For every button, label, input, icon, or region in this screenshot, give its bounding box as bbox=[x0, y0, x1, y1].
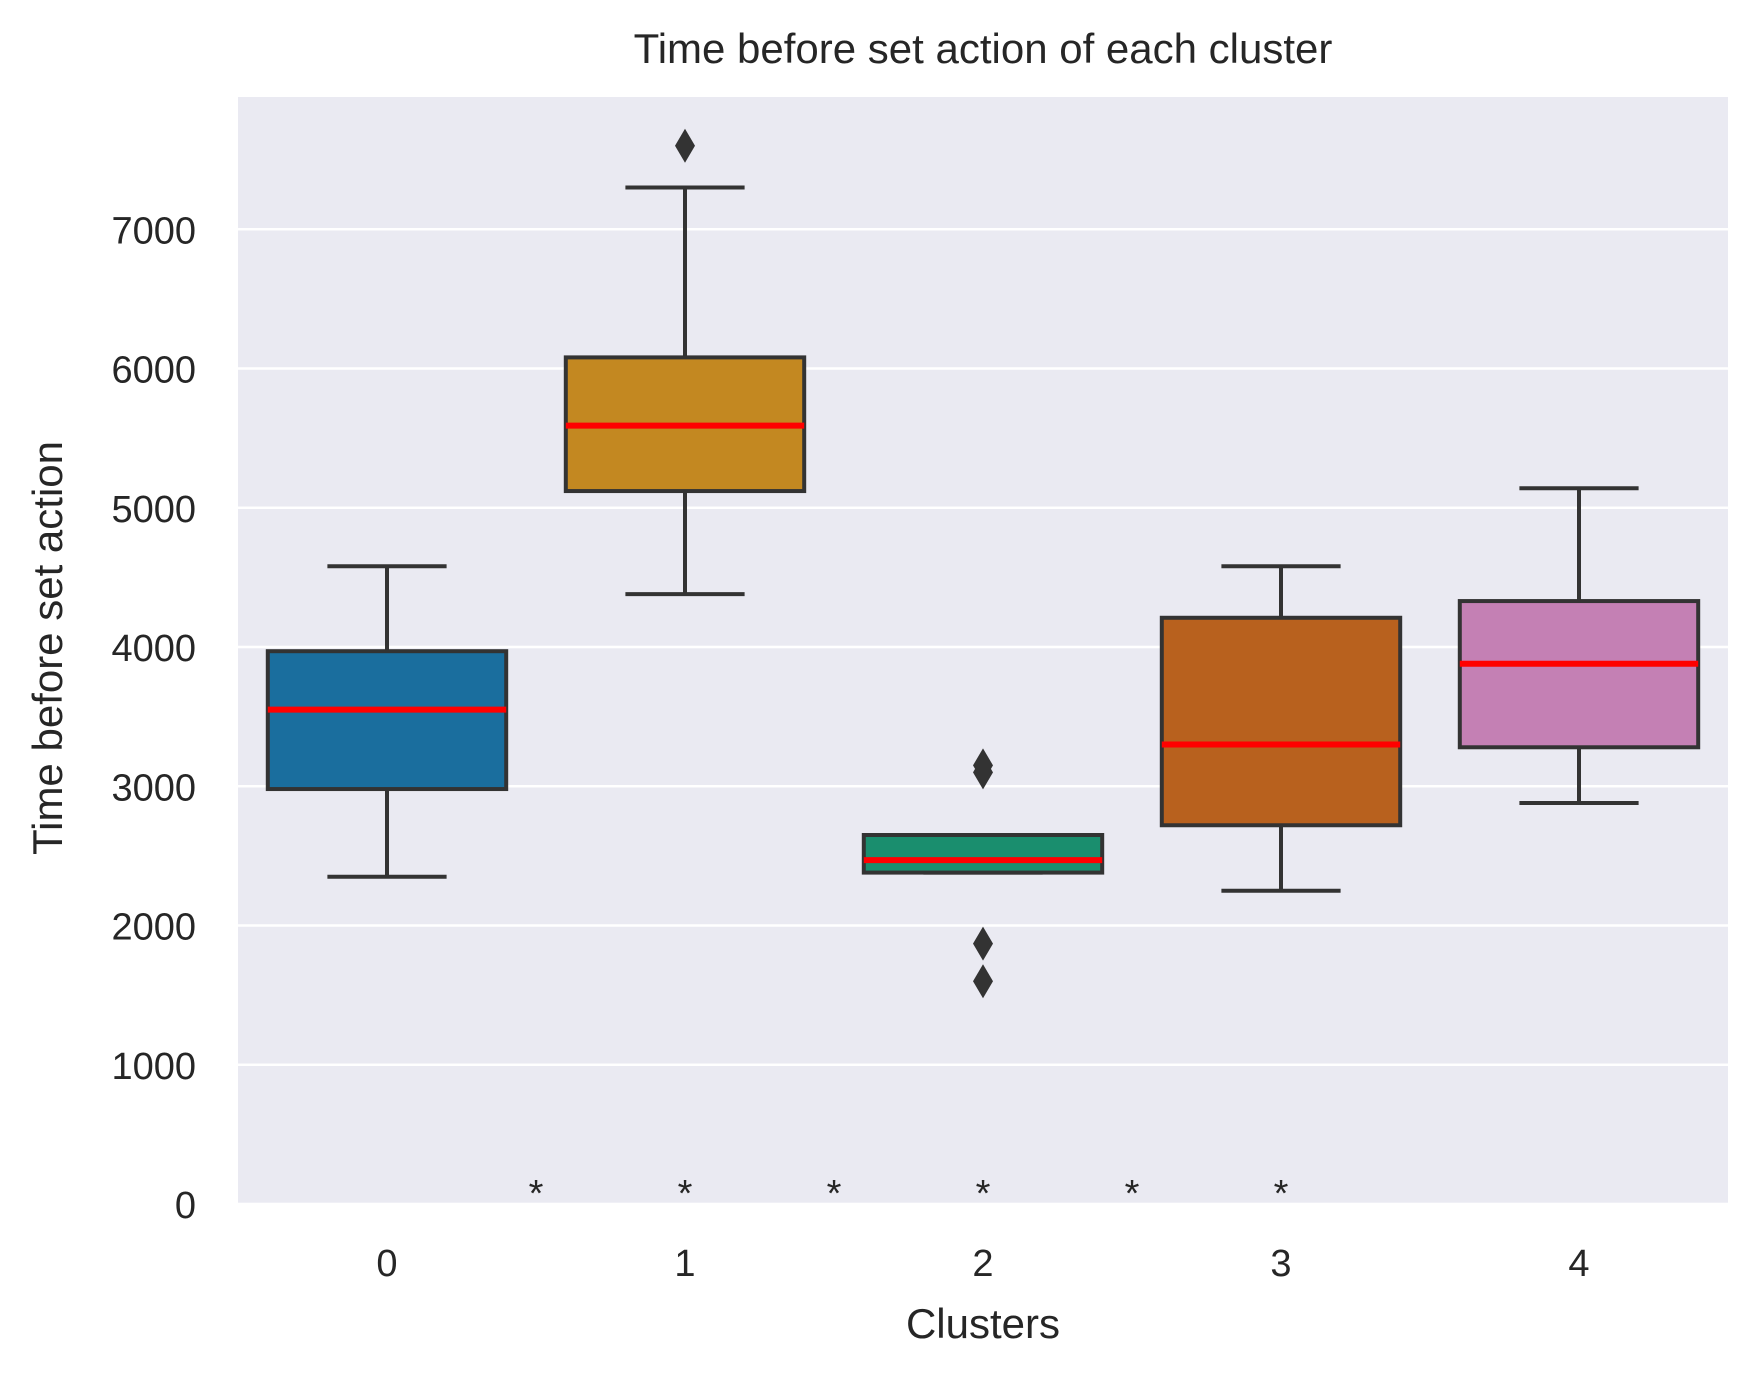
box-iqr bbox=[1457, 599, 1701, 750]
y-tick-label: 7000 bbox=[111, 210, 196, 252]
annotation-label: * bbox=[976, 1173, 991, 1215]
annotation-label: * bbox=[827, 1173, 842, 1215]
y-tick-label: 6000 bbox=[111, 350, 196, 392]
outlier-point bbox=[973, 926, 993, 961]
box-iqr bbox=[1159, 615, 1403, 828]
y-tick-label: 3000 bbox=[111, 767, 196, 809]
y-tick-label: 1000 bbox=[111, 1046, 196, 1088]
x-tick-label: 1 bbox=[674, 1243, 695, 1285]
outlier-point bbox=[973, 755, 993, 790]
box-series bbox=[265, 128, 1701, 999]
box-iqr bbox=[265, 649, 509, 792]
x-tick-label: 0 bbox=[376, 1243, 397, 1285]
y-tick-label: 4000 bbox=[111, 628, 196, 670]
y-tick-label: 0 bbox=[175, 1185, 196, 1227]
annotation-label: * bbox=[1125, 1173, 1140, 1215]
x-tick-label: 3 bbox=[1270, 1243, 1291, 1285]
chart-title: Time before set action of each cluster bbox=[634, 25, 1333, 72]
y-tick-label: 5000 bbox=[111, 489, 196, 531]
y-axis-label: Time before set action bbox=[24, 441, 71, 855]
annotation-label: * bbox=[1274, 1173, 1289, 1215]
annotation-label: * bbox=[529, 1173, 544, 1215]
box-group bbox=[1457, 486, 1701, 805]
box-group bbox=[1159, 564, 1403, 893]
x-tick-label: 4 bbox=[1568, 1243, 1589, 1285]
y-axis-ticks: 0 1000 2000 3000 4000 5000 6000 7000 bbox=[111, 210, 196, 1227]
outlier-point bbox=[675, 128, 695, 163]
box-group bbox=[563, 128, 807, 597]
x-axis-label: Clusters bbox=[906, 1300, 1060, 1347]
y-tick-label: 2000 bbox=[111, 907, 196, 949]
outlier-point bbox=[973, 964, 993, 999]
annotation-label: * bbox=[678, 1173, 693, 1215]
x-tick-label: 2 bbox=[972, 1243, 993, 1285]
x-axis-ticks: 0 1 2 3 4 bbox=[376, 1243, 1589, 1285]
significance-annotations: * * * * * * bbox=[529, 1173, 1289, 1215]
box-group bbox=[861, 748, 1105, 999]
box-group bbox=[265, 564, 509, 879]
box-iqr bbox=[861, 833, 1105, 875]
